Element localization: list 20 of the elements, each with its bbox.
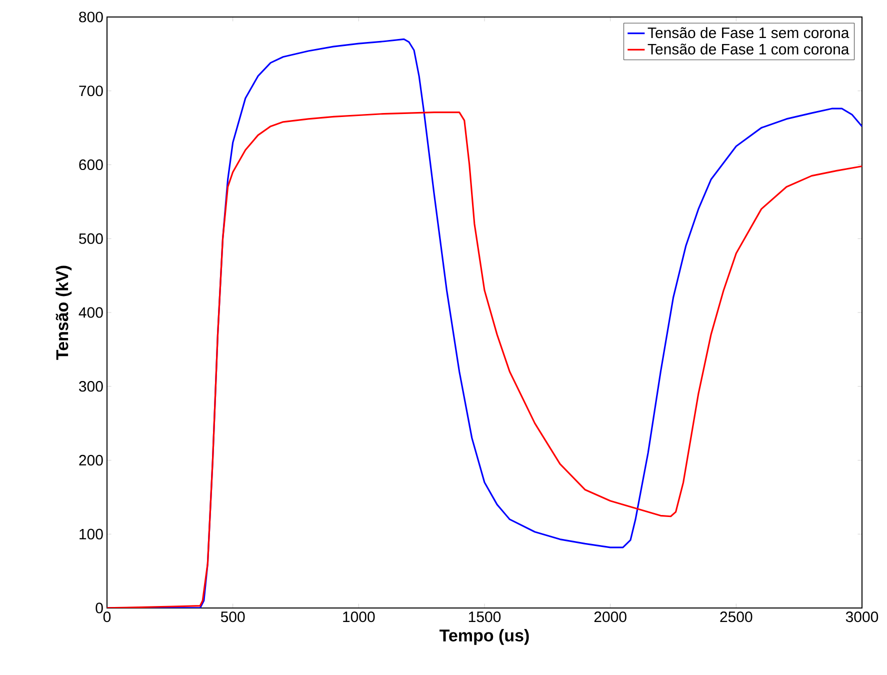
- y-tick-label: 400: [78, 307, 103, 318]
- y-tick-label: 500: [79, 233, 103, 244]
- x-axis-title: Tempo (us): [440, 629, 529, 645]
- y-tick-label: 200: [79, 454, 103, 466]
- y-tick-label: 0: [96, 602, 103, 614]
- y-tick-label: 700: [79, 86, 103, 96]
- y-tick-label: 800: [79, 12, 103, 22]
- y-axis-title: Tensão (kV): [56, 266, 72, 360]
- x-tick-label: 500: [220, 612, 245, 622]
- x-tick-label: 1500: [468, 612, 501, 622]
- legend-label: Tensão de Fase 1 sem corona: [648, 27, 850, 38]
- x-tick-label: 2500: [720, 612, 752, 622]
- x-tick-label: 0: [103, 612, 111, 622]
- x-tick-label: 2000: [594, 612, 626, 622]
- x-tick-label: 3000: [846, 612, 878, 622]
- y-tick-label: 600: [79, 159, 103, 170]
- x-tick-label: 1000: [343, 612, 375, 622]
- legend-label: Tensão de Fase 1 com corona: [648, 43, 850, 54]
- y-tick-label: 300: [79, 381, 103, 392]
- y-tick-label: 100: [80, 528, 103, 540]
